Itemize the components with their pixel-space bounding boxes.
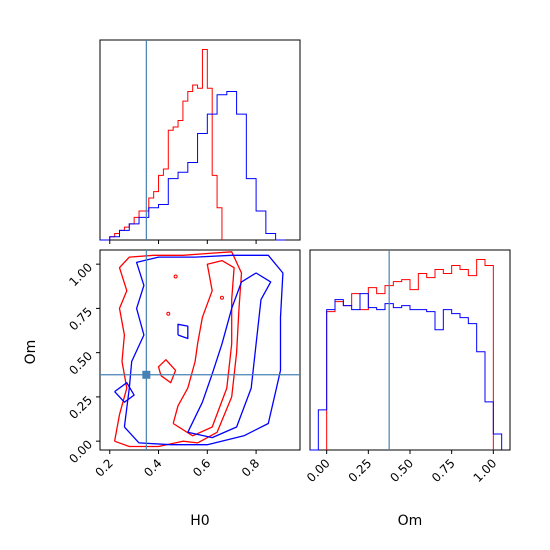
- contour-ytick-label-0: 0.00: [66, 437, 95, 466]
- contour-xtick-label-2: 0.6: [190, 456, 213, 479]
- contour-1: [172, 259, 235, 437]
- hist-H0-frame: [99, 39, 301, 241]
- contour-0: [113, 251, 243, 448]
- contour-red-dot-1: [166, 311, 171, 316]
- hist-H0-series-1: [100, 90, 286, 241]
- x-axis-label-Om: Om: [398, 513, 423, 529]
- contour-ytick-label-2: 0.50: [66, 349, 95, 378]
- contour-frame: [99, 249, 301, 451]
- contour-red-dot-0: [173, 274, 178, 279]
- hist-Om-series-0: [326, 259, 494, 450]
- contour-4: [187, 272, 272, 439]
- contour-ytick-label-1: 0.25: [66, 393, 95, 422]
- contour-ytick-label-3: 0.75: [66, 305, 95, 334]
- contour-6: [114, 382, 135, 403]
- contour-xtick-label-3: 0.8: [239, 456, 262, 479]
- contour-lines: [113, 251, 284, 448]
- truth-marker: [142, 370, 151, 379]
- contour-xtick-label-0: 0.2: [92, 456, 115, 479]
- contour-red-dot-2: [219, 295, 224, 300]
- hist-Om-xtick-label-0: 0.00: [304, 456, 333, 485]
- contour-3: [123, 254, 284, 446]
- hist-Om-xtick-label-4: 1.00: [471, 456, 500, 485]
- contour-xtick-label-1: 0.4: [141, 456, 164, 479]
- hist-Om-series-1: [310, 293, 503, 451]
- hist-H0-series-0: [109, 49, 223, 240]
- contour-5: [177, 323, 189, 340]
- hist-Om-xtick-label-2: 0.50: [387, 456, 416, 485]
- hist-Om-xtick-label-1: 0.25: [346, 456, 375, 485]
- y-axis-label-Om: Om: [23, 340, 39, 365]
- x-axis-label-H0: H0: [190, 513, 209, 529]
- contour-ytick-label-4: 1.00: [66, 260, 95, 289]
- hist-Om-xtick-label-3: 0.75: [429, 456, 458, 485]
- contour-2: [157, 359, 177, 384]
